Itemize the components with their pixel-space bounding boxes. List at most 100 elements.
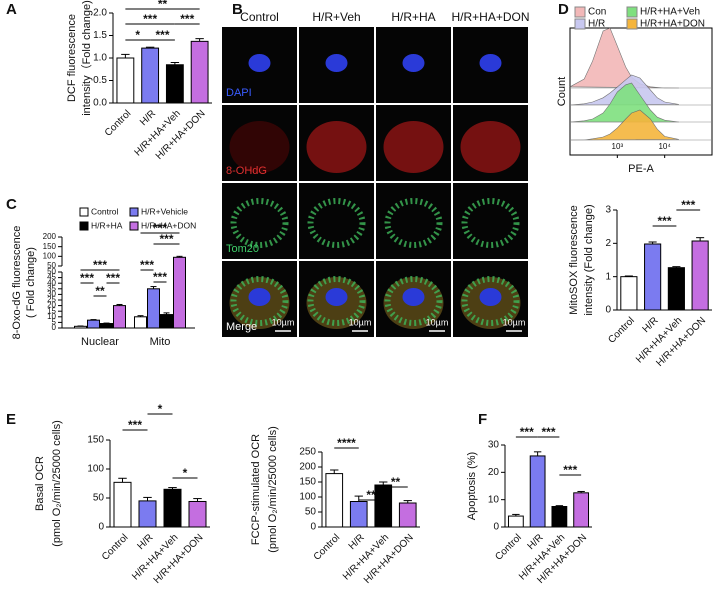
y-tick-label: 2.0	[93, 8, 107, 19]
y-tick-label: 1.0	[93, 53, 107, 64]
mito-signal	[461, 198, 520, 248]
y-axis-label: intensity（Fold change)	[80, 0, 93, 116]
x-tick-label: H/R	[641, 315, 661, 335]
legend-label: H/R	[588, 19, 605, 30]
y-tick-label: 5	[52, 318, 57, 327]
mito-signal	[384, 198, 443, 248]
panel-label: F	[478, 411, 487, 428]
y-tick-label: 50	[305, 507, 317, 518]
sig-label: **	[366, 488, 376, 502]
bar	[163, 488, 182, 528]
y-tick-label: 35	[47, 284, 56, 293]
y-tick-label: 15	[47, 306, 56, 315]
legend-label: H/R+HA+Veh	[640, 7, 700, 18]
y-axis-label: (pmol O₂/min/25000 cells)	[51, 420, 63, 547]
column-header: H/R+Veh	[312, 10, 360, 24]
bar	[134, 316, 147, 329]
y-tick-label: 30	[488, 440, 500, 451]
x-tick-label: H/R	[138, 108, 158, 128]
x-tick-label: Control	[606, 315, 637, 346]
sig-label: ***	[159, 232, 173, 246]
panel-label: B	[232, 1, 243, 18]
nucleus	[248, 288, 271, 306]
bar	[620, 276, 638, 311]
legend-swatch	[574, 18, 586, 30]
y-axis-label: intensity (Fold change)	[583, 204, 595, 315]
bar	[116, 57, 135, 104]
bar	[113, 305, 126, 329]
y-tick-label: 1	[605, 271, 611, 282]
x-tick-label: Control	[100, 532, 131, 563]
sig-label: ***	[563, 463, 577, 477]
sig-label: **	[158, 0, 168, 11]
scale-bar-label: 10µm	[349, 317, 372, 327]
legend-swatch	[79, 207, 89, 217]
bar	[325, 473, 344, 528]
micrograph	[299, 183, 374, 259]
sig-label: *	[158, 402, 163, 416]
y-axis-label: MitoSOX fluorescence	[568, 205, 580, 314]
y-axis-label: DCF fluorescence	[66, 14, 78, 102]
x-tick-label: Control	[103, 108, 134, 139]
bar	[398, 502, 417, 528]
scale-bar-label: 10µm	[272, 317, 295, 327]
y-tick-label: 100	[43, 251, 57, 260]
sig-label: ***	[153, 221, 167, 235]
sig-label: **	[95, 284, 105, 298]
micrograph	[376, 183, 451, 259]
nucleus	[325, 54, 348, 72]
legend-label: H/R+HA+DON	[141, 220, 196, 230]
legend-swatch	[79, 221, 89, 231]
histogram-area	[569, 109, 679, 141]
y-tick-label: 250	[299, 447, 316, 458]
legend-swatch	[574, 6, 586, 18]
y-axis-label: Basal OCR	[34, 456, 46, 511]
bar	[349, 501, 368, 528]
bar	[100, 323, 113, 329]
mito-signal	[461, 276, 520, 326]
bar	[551, 506, 568, 528]
nucleus	[479, 288, 502, 306]
panel-label: E	[6, 411, 16, 428]
nucleus	[479, 54, 502, 72]
sig-label: *	[135, 28, 140, 42]
panel-label: A	[6, 1, 17, 18]
bar	[141, 47, 160, 104]
cell-signal	[306, 121, 367, 173]
y-axis-label: Count	[556, 77, 568, 106]
sig-label: ***	[153, 270, 167, 284]
y-axis-label: FCCP-stimulated OCR	[250, 434, 262, 545]
sig-label: ***	[93, 258, 107, 272]
bar	[507, 515, 524, 528]
bar	[165, 64, 184, 104]
legend-label: Con	[588, 7, 606, 18]
legend-swatch	[129, 207, 139, 217]
sig-label: ***	[541, 425, 555, 439]
bar	[691, 240, 709, 311]
y-axis-label: Apoptosis (%)	[466, 452, 478, 520]
y-tick-label: 50	[93, 493, 105, 504]
bar	[188, 500, 207, 528]
sig-label: ***	[520, 425, 534, 439]
bar	[644, 243, 662, 311]
y-tick-label: 50	[47, 267, 56, 276]
legend-swatch	[626, 18, 638, 30]
legend-label: H/R+Vehicle	[141, 206, 188, 216]
channel-label: Merge	[226, 321, 257, 333]
y-tick-label: 0	[98, 522, 104, 533]
y-tick-label: 2	[605, 238, 611, 249]
histogram-area	[569, 82, 679, 123]
plot-frame	[569, 27, 713, 156]
nucleus	[402, 288, 425, 306]
column-header: Control	[240, 10, 279, 24]
y-tick-label: 40	[47, 278, 56, 287]
x-tick-label: Control	[312, 532, 343, 563]
scale-bar-label: 10µm	[503, 317, 526, 327]
y-tick-label: 45	[47, 273, 56, 282]
bar	[374, 484, 393, 528]
bar	[529, 455, 546, 528]
nucleus	[248, 54, 271, 72]
legend-label: H/R+HA	[91, 220, 123, 230]
column-header: H/R+HA+DON	[451, 10, 529, 24]
